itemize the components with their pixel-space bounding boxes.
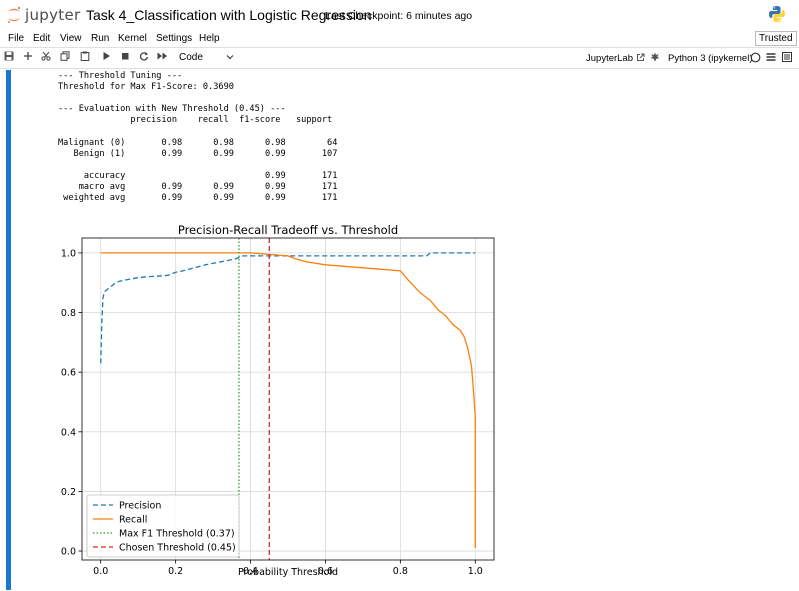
menu-edit[interactable]: Edit	[33, 33, 51, 44]
menu-kernel[interactable]: Kernel	[118, 33, 147, 44]
python-logo-icon	[769, 6, 785, 22]
output-line: accuracy 0.99 171	[58, 170, 338, 181]
y-tick-label: 0.6	[61, 368, 76, 379]
x-tick-label: 0.8	[393, 566, 408, 577]
menu-run[interactable]: Run	[91, 33, 110, 44]
chart-grid	[82, 238, 494, 560]
kernel-status-icon	[750, 52, 761, 66]
jupyterlab-link-label: JupyterLab	[586, 53, 634, 64]
run-icon[interactable]	[102, 51, 111, 64]
output-line: Threshold for Max F1-Score: 0.3690	[58, 82, 234, 93]
output-line: macro avg 0.99 0.99 0.99 171	[58, 181, 338, 192]
jupyterlab-link[interactable]: JupyterLab	[586, 53, 645, 64]
recall-line	[100, 252, 476, 549]
plot-frame	[81, 237, 495, 561]
precision-recall-chart: Precision-Recall Tradeoff vs. Threshold …	[61, 223, 495, 578]
logo-text: jupyter	[25, 6, 81, 24]
chart-series	[100, 238, 476, 560]
external-link-icon	[636, 53, 645, 61]
y-tick-label: 0.4	[61, 427, 76, 438]
trusted-badge[interactable]: Trusted	[755, 31, 797, 46]
copy-icon[interactable]	[60, 51, 70, 64]
legend-label: Recall	[119, 515, 147, 526]
output-line: --- Threshold Tuning ---	[58, 71, 183, 81]
y-tick-label: 0.2	[61, 487, 76, 498]
chart-ticks: 0.0 0.2 0.4 0.6 0.8 1.0 0.0 0.2 0.4 0.6 0.8 1.0	[61, 248, 483, 577]
list-icon[interactable]	[766, 52, 776, 65]
notebook-toolbar: Code JupyterLab Python 3 (ipykernel)	[0, 48, 799, 69]
notebook-title[interactable]: Task 4_Classification with Logistic Regr…	[86, 7, 372, 23]
menu-view[interactable]: View	[60, 33, 82, 44]
active-cell-indicator[interactable]	[6, 70, 11, 590]
cell-output-text: --- Threshold Tuning --- Threshold for M…	[58, 71, 337, 204]
kernel-name[interactable]: Python 3 (ipykernel)	[668, 53, 753, 64]
x-tick-label: 1.0	[468, 566, 483, 577]
output-line: precision recall f1-score support	[58, 115, 333, 126]
x-tick-label: 0.2	[168, 566, 183, 577]
notebook-header: jupyter Task 4_Classification with Logis…	[0, 0, 799, 30]
jupyter-logo[interactable]: jupyter	[6, 4, 80, 26]
cell-type-select[interactable]: Code	[179, 52, 203, 63]
cut-icon[interactable]	[41, 51, 51, 64]
output-line: Malignant (0) 0.98 0.98 0.98 64	[58, 137, 338, 148]
y-tick-label: 0.0	[61, 547, 76, 558]
chevron-down-icon[interactable]	[226, 53, 234, 62]
menu-file[interactable]: File	[8, 33, 25, 44]
legend-label: Chosen Threshold (0.45)	[119, 543, 236, 554]
output-line: Benign (1) 0.99 0.99 0.99 107	[58, 148, 338, 159]
last-checkpoint: Last Checkpoint: 6 minutes ago	[325, 10, 473, 22]
fast-forward-icon[interactable]	[157, 51, 168, 64]
x-axis-label: Probability Threshold	[238, 567, 338, 578]
stop-icon[interactable]	[121, 51, 130, 64]
save-icon[interactable]	[4, 51, 14, 64]
chart-legend: Precision Recall Max F1 Threshold (0.37) Ch…	[86, 494, 240, 558]
jupyter-logo-icon	[8, 7, 20, 23]
debugger-icon[interactable]	[650, 52, 660, 65]
legend-label: Max F1 Threshold (0.37)	[119, 529, 235, 540]
x-tick-label: 0.6	[318, 566, 333, 577]
x-tick-label: 0.0	[93, 566, 108, 577]
legend-box	[86, 494, 240, 558]
menu-bar: File Edit View Run Kernel Settings Help	[0, 30, 799, 48]
paste-icon[interactable]	[80, 51, 90, 64]
output-line: --- Evaluation with New Threshold (0.45)…	[58, 104, 286, 115]
menu-settings[interactable]: Settings	[156, 33, 193, 44]
add-cell-icon[interactable]	[23, 51, 33, 64]
legend-label: Precision	[119, 501, 161, 512]
menu-help[interactable]: Help	[199, 33, 220, 44]
y-tick-label: 1.0	[61, 248, 76, 259]
output-line: weighted avg 0.99 0.99 0.99 171	[58, 193, 338, 204]
table-of-contents-icon[interactable]	[782, 52, 792, 65]
chart-title: Precision-Recall Tradeoff vs. Threshold	[178, 223, 398, 237]
y-tick-label: 0.8	[61, 308, 76, 319]
precision-line	[100, 252, 476, 364]
restart-icon[interactable]	[139, 51, 149, 64]
x-tick-label: 0.4	[243, 566, 258, 577]
